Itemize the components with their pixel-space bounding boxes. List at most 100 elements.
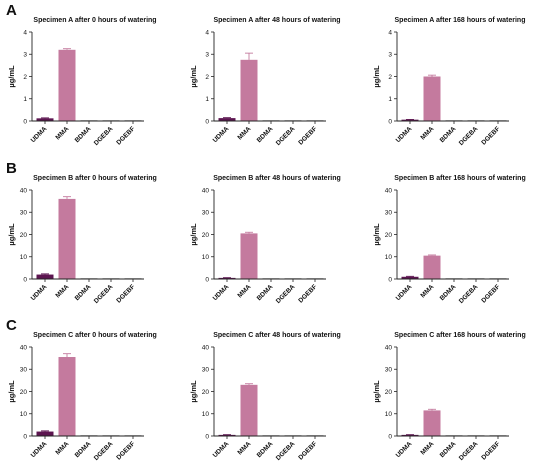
y-tick-label: 1	[205, 96, 209, 103]
x-tick-label: UDMA	[212, 125, 231, 144]
y-tick-label: 2	[205, 74, 209, 81]
bar-udma	[401, 276, 419, 279]
x-tick-label: DGEBF	[297, 283, 318, 304]
y-tick-label: 3	[23, 52, 27, 59]
x-tick-label: DGEBA	[93, 283, 115, 305]
y-axis-label: µg/mL	[7, 65, 16, 88]
bar-mma	[58, 198, 76, 279]
chart-panel: Specimen A after 168 hours of watering µg…	[372, 17, 526, 147]
chart-panel: Specimen A after 48 hours of watering µg/…	[189, 17, 341, 147]
y-tick-label: 20	[20, 232, 28, 239]
y-tick-label: 0	[23, 433, 27, 440]
chart-title: Specimen B after 0 hours of watering	[33, 175, 157, 182]
chart-title: Specimen A after 168 hours of watering	[395, 17, 526, 24]
x-tick-label: DGEBF	[297, 440, 318, 461]
bar-udma	[218, 277, 236, 280]
y-tick-label: 0	[205, 118, 209, 125]
bar-mma	[240, 59, 258, 121]
x-tick-label: BDMA	[74, 440, 93, 459]
y-tick-label: 30	[385, 367, 393, 374]
x-tick-label: MMA	[54, 125, 70, 141]
x-tick-label: MMA	[54, 440, 70, 456]
chart-title: Specimen A after 48 hours of watering	[213, 17, 340, 24]
x-tick-label: DGEBF	[115, 283, 136, 304]
y-tick-label: 40	[20, 344, 28, 351]
y-tick-label: 10	[202, 254, 210, 261]
y-tick-label: 0	[23, 118, 27, 125]
y-tick-label: 0	[205, 433, 209, 440]
y-tick-label: 0	[388, 118, 392, 125]
bar-mma	[240, 233, 258, 279]
y-axis-label: µg/mL	[7, 380, 16, 403]
x-tick-label: MMA	[236, 125, 252, 141]
x-tick-label: DGEBF	[480, 440, 501, 461]
x-tick-label: DGEBA	[458, 283, 480, 305]
y-tick-label: 3	[388, 52, 392, 59]
y-tick-label: 1	[23, 96, 27, 103]
x-tick-label: DGEBA	[275, 125, 297, 147]
bar-udma	[36, 118, 54, 121]
y-tick-label: 10	[202, 411, 210, 418]
chart-panel: Specimen C after 0 hours of watering µg/m…	[7, 332, 157, 462]
bar-udma	[36, 431, 54, 436]
chart-title: Specimen B after 168 hours of watering	[394, 175, 525, 182]
bar-udma	[401, 119, 419, 121]
x-tick-label: UDMA	[212, 440, 231, 459]
y-tick-label: 1	[388, 96, 392, 103]
x-tick-label: DGEBA	[458, 440, 480, 462]
y-axis-label: µg/mL	[372, 65, 381, 88]
x-tick-label: MMA	[419, 125, 435, 141]
x-tick-label: BDMA	[439, 125, 458, 144]
x-tick-label: DGEBF	[480, 125, 501, 146]
row-label-c: C	[6, 317, 17, 334]
y-tick-label: 0	[388, 276, 392, 283]
y-axis-label: µg/mL	[189, 380, 198, 403]
chart-title: Specimen A after 0 hours of watering	[33, 17, 156, 24]
y-tick-label: 10	[20, 411, 28, 418]
x-tick-label: BDMA	[256, 125, 275, 144]
y-axis-label: µg/mL	[7, 223, 16, 246]
x-tick-label: MMA	[419, 283, 435, 299]
x-tick-label: DGEBA	[93, 440, 115, 462]
y-tick-label: 0	[388, 433, 392, 440]
chart-panel: Specimen B after 0 hours of watering µg/m…	[7, 175, 157, 305]
y-tick-label: 2	[23, 74, 27, 81]
y-tick-label: 40	[20, 187, 28, 194]
y-tick-label: 40	[385, 187, 393, 194]
row-label-b: B	[6, 160, 17, 177]
y-tick-label: 4	[388, 29, 392, 36]
y-tick-label: 0	[23, 276, 27, 283]
bar-udma	[401, 434, 419, 437]
y-tick-label: 10	[385, 254, 393, 261]
x-tick-label: BDMA	[74, 283, 93, 302]
y-tick-label: 20	[202, 389, 210, 396]
y-tick-label: 30	[385, 210, 393, 217]
y-tick-label: 10	[385, 411, 393, 418]
y-tick-label: 0	[205, 276, 209, 283]
y-tick-label: 40	[202, 187, 210, 194]
x-tick-label: DGEBA	[93, 125, 115, 147]
y-tick-label: 40	[385, 344, 393, 351]
x-tick-label: UDMA	[395, 125, 414, 144]
chart-title: Specimen B after 48 hours of watering	[213, 175, 341, 182]
y-tick-label: 3	[205, 52, 209, 59]
y-tick-label: 20	[385, 232, 393, 239]
x-tick-label: DGEBF	[115, 125, 136, 146]
chart-panel: Specimen C after 168 hours of watering µg…	[372, 332, 526, 462]
y-axis-label: µg/mL	[372, 380, 381, 403]
y-tick-label: 20	[20, 389, 28, 396]
bar-mma	[423, 255, 441, 279]
y-tick-label: 20	[385, 389, 393, 396]
y-tick-label: 2	[388, 74, 392, 81]
chart-title: Specimen C after 168 hours of watering	[394, 332, 525, 339]
x-tick-label: MMA	[54, 283, 70, 299]
x-tick-label: BDMA	[256, 440, 275, 459]
y-tick-label: 30	[202, 210, 210, 217]
x-tick-label: UDMA	[212, 283, 231, 302]
bar-udma	[218, 118, 236, 121]
y-tick-label: 40	[202, 344, 210, 351]
y-tick-label: 10	[20, 254, 28, 261]
x-tick-label: DGEBF	[480, 283, 501, 304]
bar-mma	[423, 76, 441, 121]
row-label-a: A	[6, 2, 17, 19]
